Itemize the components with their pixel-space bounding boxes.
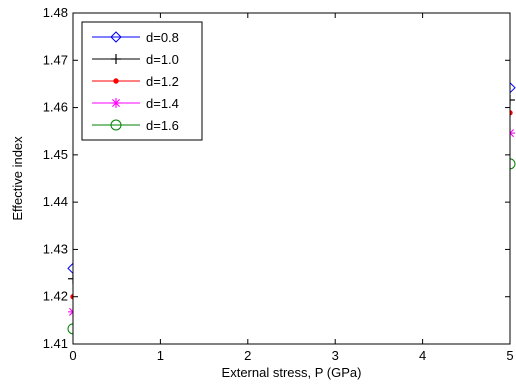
- y-tick-label: 1.44: [43, 194, 68, 209]
- legend-entry: d=1.4: [92, 96, 179, 111]
- y-tick-label: 1.46: [43, 100, 68, 115]
- x-axis-title: External stress, P (GPa): [222, 365, 362, 380]
- x-tick-label: 0: [69, 348, 76, 363]
- y-tick-label: 1.41: [43, 336, 68, 351]
- legend-marker: [110, 31, 122, 43]
- legend-entry: d=1.0: [92, 52, 179, 67]
- marker-d2: [112, 99, 120, 107]
- legend-marker: [111, 54, 121, 64]
- y-tick-label: 1.47: [43, 52, 68, 67]
- y-tick-label: 1.48: [43, 5, 68, 20]
- legend-entry: d=1.6: [92, 118, 179, 133]
- x-tick-label: 1: [157, 348, 164, 363]
- legend-marker: [111, 98, 121, 108]
- x-tick-label: 5: [506, 348, 513, 363]
- legend-entry: d=0.8: [92, 30, 179, 45]
- y-axis-title: Effective index: [10, 136, 25, 221]
- legend-label: d=1.4: [146, 96, 179, 111]
- y-tick-label: 1.45: [43, 147, 68, 162]
- x-tick-label: 2: [244, 348, 251, 363]
- legend-marker: [110, 119, 122, 131]
- y-tick-label: 1.43: [43, 241, 68, 256]
- legend-entry: d=1.2: [92, 74, 179, 89]
- legend-label: d=1.6: [146, 118, 179, 133]
- legend-label: d=0.8: [146, 30, 179, 45]
- x-tick-label: 4: [419, 348, 426, 363]
- legend-label: d=1.2: [146, 74, 179, 89]
- y-tick-label: 1.42: [43, 289, 68, 304]
- legend-label: d=1.0: [146, 52, 179, 67]
- x-tick-label: 3: [332, 348, 339, 363]
- legend-marker: [113, 78, 119, 84]
